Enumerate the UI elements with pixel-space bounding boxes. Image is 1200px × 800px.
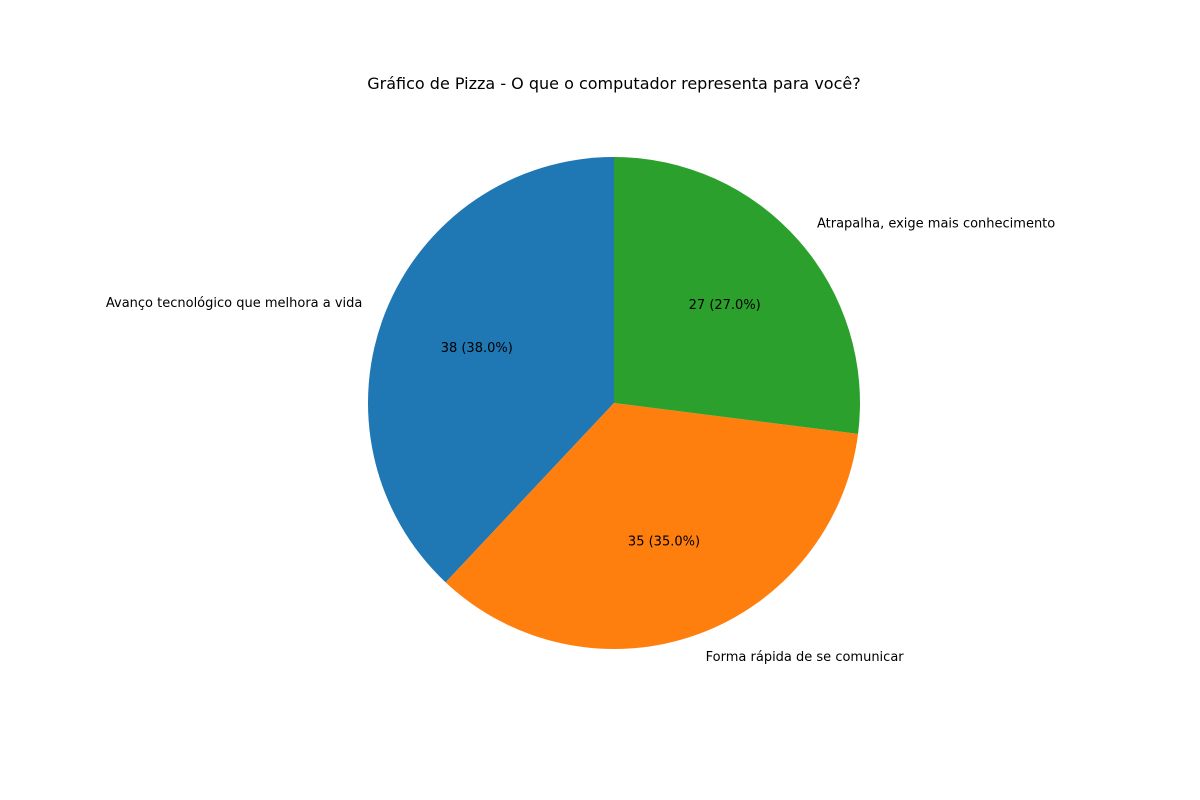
chart-title: Gráfico de Pizza - O que o computador re…: [367, 74, 860, 93]
pie-value-label: 35 (35.0%): [628, 534, 700, 549]
pie-slice-1: [367, 157, 614, 583]
pie-category-labels: Avanço tecnológico que melhora a vida For…: [106, 217, 1055, 666]
pie-slice-3: [614, 157, 861, 434]
pie-category-label: Avanço tecnológico que melhora a vida: [106, 296, 363, 311]
pie-value-labels: 38 (38.0%) 35 (35.0%) 27 (27.0%): [441, 298, 761, 549]
pie-category-label: Atrapalha, exige mais conhecimento: [817, 217, 1055, 232]
pie-slice-2: [445, 403, 859, 649]
pie-value-label: 38 (38.0%): [441, 341, 513, 356]
pie-value-label: 27 (27.0%): [689, 298, 761, 313]
pie-category-label: Forma rápida de se comunicar: [706, 650, 905, 665]
pie-slices: [367, 157, 861, 649]
